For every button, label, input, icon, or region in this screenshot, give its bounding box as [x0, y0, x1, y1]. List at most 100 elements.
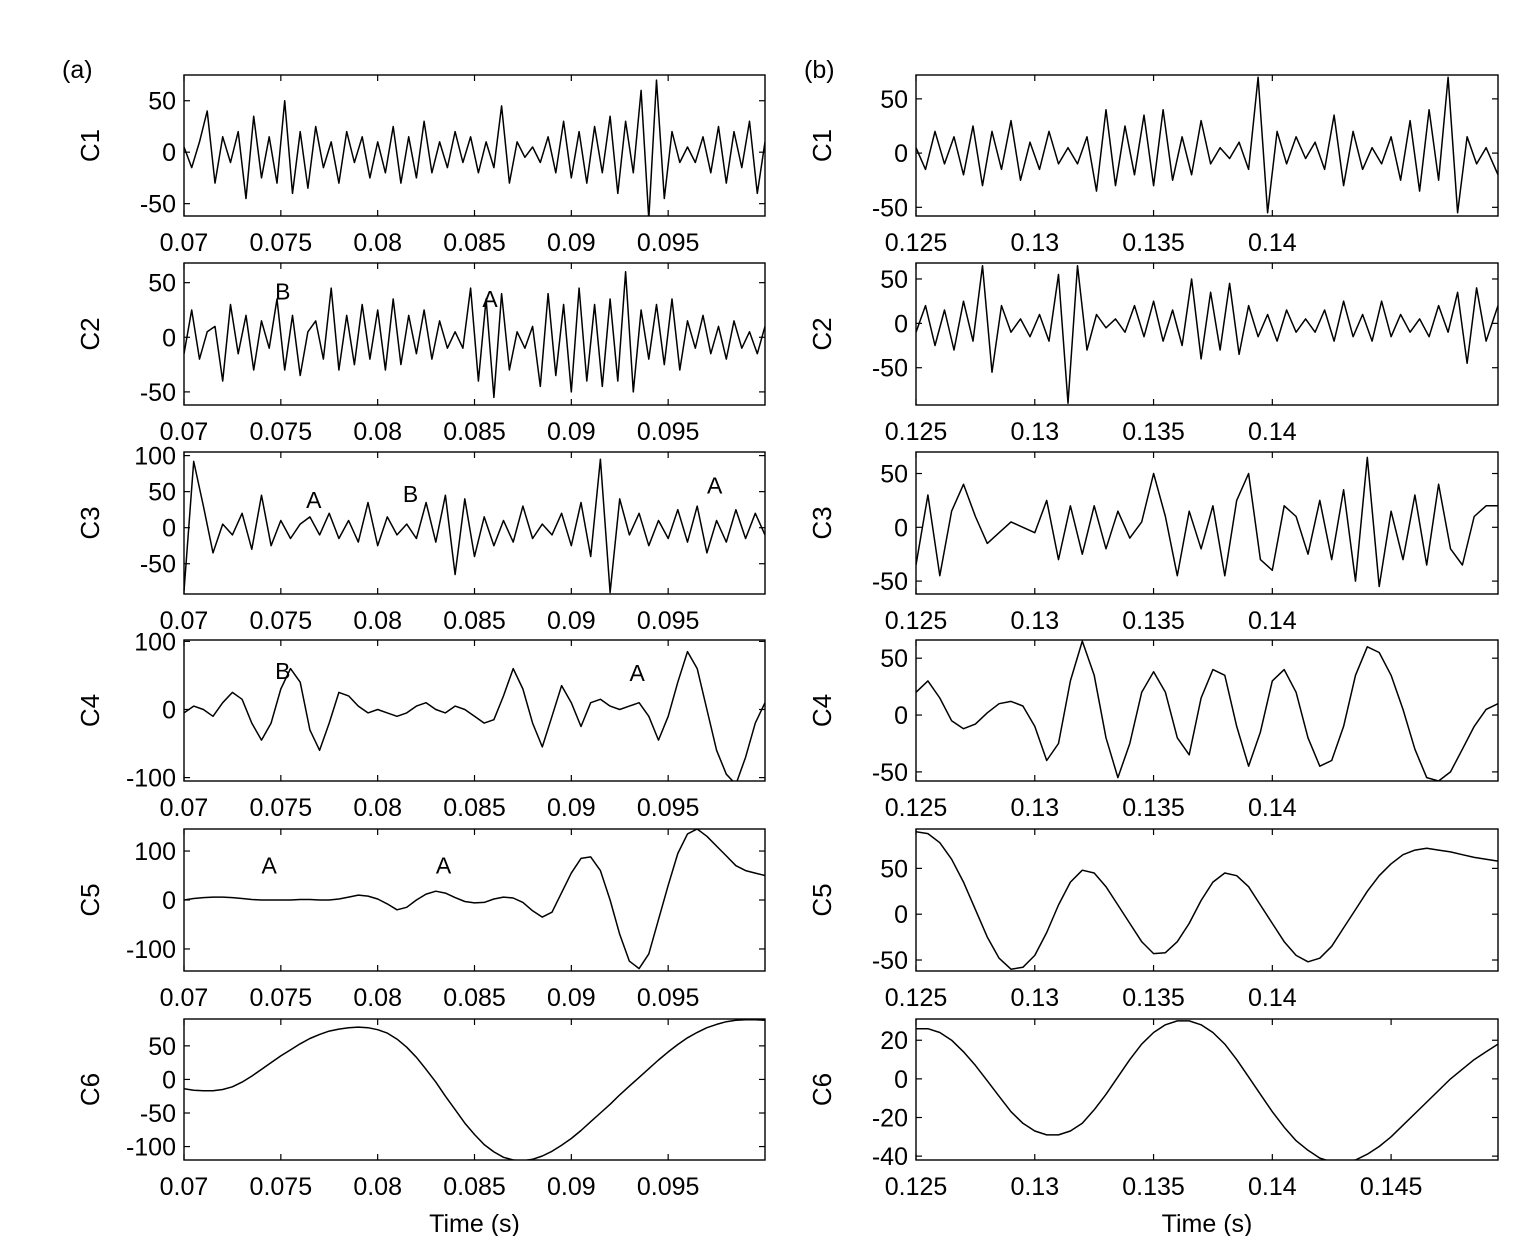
panel-a-c3-xtick-label: 0.08 — [353, 607, 402, 635]
panel-b-c4-xtick-label: 0.135 — [1122, 794, 1185, 822]
panel-b-c4-axes-frame — [915, 639, 1499, 782]
panel-a-c3-subplot: -50 0 50 100 0.07 0.075 0.08 0.085 0.09 0.095 C3 A B… — [75, 443, 766, 635]
panel-b-c1-subplot: -50 0 50 0.125 0.13 0.135 0.14 C1 — [807, 74, 1499, 257]
panel-a-c5-ylabel: C5 — [75, 883, 105, 916]
panel-a-c4-xtick-label: 0.07 — [160, 794, 209, 822]
panel-a-c1-xtick-label: 0.095 — [637, 229, 700, 257]
charts-group: -50 0 50 0.07 0.075 0.08 0.085 0.09 0.095 C1 -50 0 5… — [75, 74, 1499, 1238]
panel-a-c2-ylabel: C2 — [75, 317, 105, 350]
panel-b-c1-xtick-label: 0.13 — [1010, 229, 1059, 257]
panel-a-c3-annotation: A — [306, 487, 322, 513]
panel-a-c1-ylabel: C1 — [75, 129, 105, 162]
panel-a-c6-xtick-label: 0.08 — [353, 1173, 402, 1201]
panel-a-c4-xtick-label: 0.085 — [443, 794, 506, 822]
panel-b-c5-xtick-label: 0.13 — [1010, 984, 1059, 1012]
panel-a-c1-xtick-label: 0.09 — [547, 229, 596, 257]
panel-a-c2-ytick-label: 50 — [148, 270, 176, 298]
panel-a-c6-xtick-label: 0.095 — [637, 1173, 700, 1201]
panel-a-c4-ytick-label: 100 — [134, 628, 176, 656]
panel-b-c2-ytick-label: 0 — [894, 310, 908, 338]
panel-a-c4-ytick-label: 0 — [162, 696, 176, 724]
panel-b-c6-ytick-label: -20 — [872, 1105, 908, 1133]
panel-a-c1-subplot: -50 0 50 0.07 0.075 0.08 0.085 0.09 0.095 C1 — [75, 74, 766, 257]
panel-a-c2-xtick-label: 0.075 — [250, 418, 313, 446]
panel-b-c6-xtick-label: 0.13 — [1010, 1173, 1059, 1201]
panel-b-c6-ytick-label: -40 — [872, 1143, 908, 1171]
panel-a-c6-subplot: -100 -50 0 50 0.07 0.075 0.08 0.085 0.09 0.095 C6 T… — [75, 1018, 766, 1238]
panel-b-c4-ytick-label: 50 — [880, 645, 908, 673]
panel-a-c6-xtick-label: 0.09 — [547, 1173, 596, 1201]
panel-a-c5-ytick-label: 100 — [134, 838, 176, 866]
panel-b-c6-ytick-label: 0 — [894, 1066, 908, 1094]
panel-b-c4-ytick-label: -50 — [872, 759, 908, 787]
panel-a-c3-xtick-label: 0.085 — [443, 607, 506, 635]
panel-a-c6-xtick-label: 0.07 — [160, 1173, 209, 1201]
panel-a-c2-subplot: -50 0 50 0.07 0.075 0.08 0.085 0.09 0.095 C2 B A — [75, 262, 766, 446]
panel-a-c5-annotation: A — [262, 853, 278, 879]
panel-b-c1-ylabel: C1 — [807, 129, 837, 162]
panel-a-c4-annotation: A — [630, 660, 646, 686]
panel-a-c5-annotation: A — [436, 853, 452, 879]
panel-b-c3-xtick-label: 0.13 — [1010, 607, 1059, 635]
panel-a: -50 0 50 0.07 0.075 0.08 0.085 0.09 0.095 C1 -50 0 5… — [75, 74, 766, 1238]
panel-a-c6-ytick-label: 0 — [162, 1066, 176, 1094]
panel-b-c2-ylabel: C2 — [807, 317, 837, 350]
panel-a-c6-xtick-label: 0.085 — [443, 1173, 506, 1201]
panel-b-c3-xtick-label: 0.135 — [1122, 607, 1185, 635]
panel-b-c3-ytick-label: 0 — [894, 514, 908, 542]
panel-b-c6-axes-frame — [915, 1018, 1499, 1161]
panel-a-c5-xtick-label: 0.075 — [250, 984, 313, 1012]
panel-b-c1-ytick-label: -50 — [872, 194, 908, 222]
panel-b-c6-xtick-label: 0.145 — [1360, 1173, 1423, 1201]
panel-a-c4-xtick-label: 0.09 — [547, 794, 596, 822]
panel-a-c4-annotation: B — [275, 658, 290, 684]
panel-b-c5-ytick-label: 0 — [894, 901, 908, 929]
panel-b-c4-xtick-label: 0.13 — [1010, 794, 1059, 822]
panel-b-c3-xtick-label: 0.14 — [1248, 607, 1297, 635]
panel-b-c3-trace — [916, 456, 1498, 588]
panel-a-c5-xtick-label: 0.07 — [160, 984, 209, 1012]
panel-a-c5-xtick-label: 0.095 — [637, 984, 700, 1012]
panel-a-c3-ytick-label: -50 — [140, 551, 176, 579]
panel-b-c5-trace — [916, 830, 1498, 970]
panel-label-a: (a) — [62, 56, 93, 84]
panel-a-c3-xtick-label: 0.095 — [637, 607, 700, 635]
panel-a-c5-subplot: -100 0 100 0.07 0.075 0.08 0.085 0.09 0.095 C5 A A — [75, 828, 766, 1012]
panel-a-xlabel: Time (s) — [429, 1210, 520, 1236]
panel-b-c3-xtick-label: 0.125 — [885, 607, 948, 635]
panel-a-c2-trace — [184, 270, 765, 399]
panel-a-c5-xtick-label: 0.085 — [443, 984, 506, 1012]
panel-a-c4-axes-frame — [183, 639, 766, 782]
panel-a-c1-ytick-label: 50 — [148, 88, 176, 116]
panel-a-c4-ytick-label: -100 — [126, 765, 176, 793]
panel-b-c4-ylabel: C4 — [807, 694, 837, 727]
panel-a-c3-ytick-label: 50 — [148, 479, 176, 507]
panel-a-c6-ytick-label: -100 — [126, 1134, 176, 1162]
panel-b-c2-ytick-label: -50 — [872, 355, 908, 383]
panel-a-c1-xtick-label: 0.075 — [250, 229, 313, 257]
panel-b-c3-ytick-label: 50 — [880, 461, 908, 489]
panel-b-c1-ytick-label: 50 — [880, 86, 908, 114]
panel-a-c5-xtick-label: 0.09 — [547, 984, 596, 1012]
panel-b-c5-ylabel: C5 — [807, 883, 837, 916]
panel-a-c2-xtick-label: 0.07 — [160, 418, 209, 446]
panel-b-c1-trace — [916, 76, 1498, 214]
panel-a-c1-xtick-label: 0.07 — [160, 229, 209, 257]
panel-b-c2-ytick-label: 50 — [880, 266, 908, 294]
panel-a-c1-xtick-label: 0.085 — [443, 229, 506, 257]
panel-a-c6-xtick-label: 0.075 — [250, 1173, 313, 1201]
panel-b-c6-xtick-label: 0.14 — [1248, 1173, 1297, 1201]
panel-b-c4-xtick-label: 0.125 — [885, 794, 948, 822]
panel-a-c2-ytick-label: 0 — [162, 324, 176, 352]
panel-a-c3-trace — [184, 458, 765, 594]
panel-b-c6-xtick-label: 0.125 — [885, 1173, 948, 1201]
panel-b-c2-trace — [916, 264, 1498, 404]
panel-b-c2-xtick-label: 0.13 — [1010, 418, 1059, 446]
panel-b-c2-xtick-label: 0.135 — [1122, 418, 1185, 446]
panel-a-c5-ytick-label: -100 — [126, 936, 176, 964]
panel-b-c2-xtick-label: 0.14 — [1248, 418, 1297, 446]
panel-a-c6-ytick-label: -50 — [140, 1100, 176, 1128]
panel-a-c2-annotation: A — [482, 286, 498, 312]
panel-a-c1-trace — [184, 79, 765, 216]
panel-b-c3-axes-frame — [915, 451, 1499, 595]
